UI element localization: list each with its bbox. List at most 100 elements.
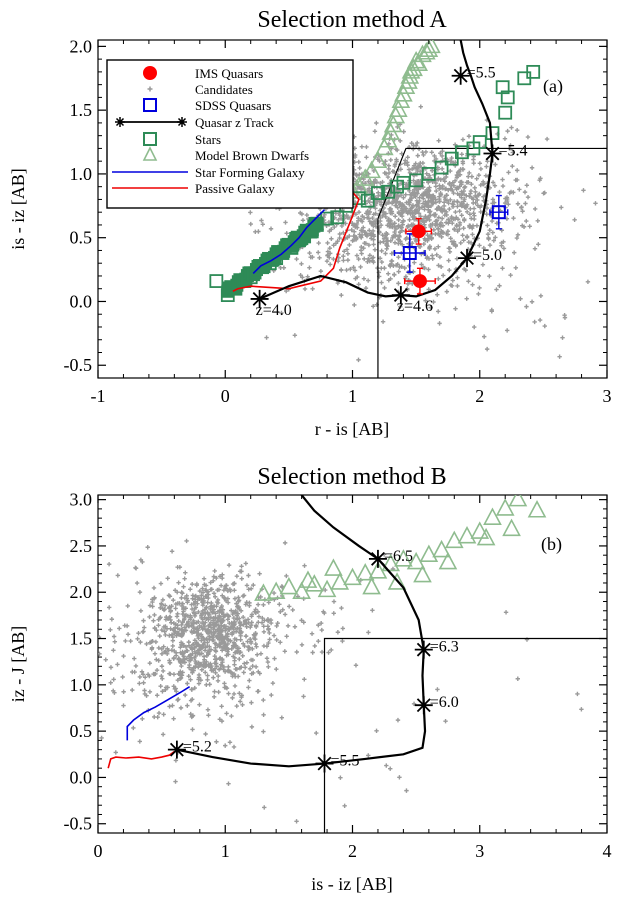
panel-b-candidate-point (235, 674, 241, 679)
panel-a-candidate-point (418, 214, 423, 219)
panel-b-candidate-point (159, 651, 165, 656)
panel-a-candidate-point (477, 161, 483, 166)
panel-a-candidate-point (535, 218, 540, 223)
panel-a-candidate-point (520, 209, 525, 214)
panel-b-candidate-point (178, 675, 184, 681)
panel-b-candidate-point (226, 563, 232, 568)
panel-a-candidate-point (437, 321, 442, 326)
panel-b-candidate-point (137, 681, 142, 686)
panel-b-candidate-point (370, 608, 375, 613)
panel-b-candidate-point (246, 685, 251, 690)
panel-a-candidate-point (391, 199, 396, 204)
panel-b-candidate-point (247, 666, 253, 672)
panel-a-candidate-point (585, 279, 591, 285)
panel-b-candidate-point (188, 587, 193, 592)
panel-a-candidate-point (581, 188, 586, 193)
panel-b-candidate-point (335, 630, 341, 635)
panel-a-candidate-point (532, 246, 538, 251)
panel-a-candidate-point (571, 382, 575, 386)
panel-b-candidate-point (161, 712, 166, 717)
panel-a-candidate-point (424, 171, 429, 176)
panel-a-candidate-point (426, 287, 431, 292)
panel-b-candidate-point (244, 624, 249, 629)
panel-b-candidate-point (131, 725, 136, 731)
panel-a-candidate-point (426, 180, 431, 185)
panel-a-candidate-point (436, 215, 442, 220)
panel-a-candidate-point (399, 151, 404, 156)
panel-a-candidate-point (461, 199, 467, 204)
panel-a-y-tick-label: 2.0 (70, 36, 93, 56)
panel-b-candidate-point (326, 650, 331, 655)
panel-b-candidate-point (207, 637, 212, 642)
panel-b-candidate-point (243, 561, 249, 566)
panel-a-candidate-point (447, 246, 453, 251)
panel-a-candidate-point (327, 251, 333, 256)
panel-a-candidate-point (404, 209, 409, 215)
panel-a-candidate-point (436, 206, 442, 211)
panel-a-candidate-point (459, 182, 464, 187)
panel-a-candidate-point (401, 129, 406, 134)
panel-b-candidate-point (196, 681, 202, 686)
panel-b-candidate-point (206, 617, 211, 622)
panel-a-candidate-point (351, 233, 356, 239)
panel-b-candidate-point (190, 596, 195, 601)
panel-b-candidate-point (190, 727, 195, 732)
panel-a-candidate-point (392, 163, 397, 169)
panel-a-candidate-point (389, 258, 395, 264)
panel-b-candidate-point (141, 680, 146, 685)
panel-a-candidate-point (395, 262, 400, 267)
panel-a-candidate-point (260, 222, 266, 227)
panel-b-candidate-point (212, 689, 217, 694)
panel-b-candidate-point (35, 602, 39, 606)
panel-a-candidate-point (420, 185, 426, 190)
panel-b-candidate-point (152, 625, 157, 631)
panel-b-candidate-point (144, 641, 149, 647)
panel-a-candidate-point (450, 180, 455, 185)
panel-b-candidate-point (157, 633, 162, 639)
panel-b-candidate-point (205, 611, 211, 616)
panel-a-candidate-point (375, 190, 381, 196)
panel-b-candidate-point (339, 605, 344, 611)
panel-b-candidate-point (309, 631, 315, 636)
panel-b-candidate-point (135, 636, 140, 642)
panel-a-candidate-point (369, 220, 374, 226)
panel-b-candidate-point (253, 632, 258, 637)
panel-b-candidate-point (275, 620, 280, 626)
panel-b-candidate-point (211, 574, 217, 579)
panel-a-candidate-point (396, 255, 401, 260)
panel-a-ims-quasar-point (411, 224, 426, 239)
panel-a-candidate-point (437, 186, 442, 191)
panel-a-candidate-point (500, 177, 505, 182)
panel-a-candidate-point (464, 180, 470, 185)
panel-a-candidate-point (395, 237, 401, 242)
panel-b-candidate-point (181, 643, 186, 648)
panel-b-candidate-point (329, 647, 334, 653)
panel-a-brown-dwarf-point (362, 160, 381, 179)
panel-b-candidate-point (266, 664, 271, 670)
panel-b-candidate-point (282, 649, 288, 654)
panel-a-candidate-point (453, 244, 458, 249)
panel-b-candidate-point (282, 540, 288, 546)
panel-a-candidate-point (447, 267, 452, 273)
panel-b-candidate-point (247, 678, 252, 683)
panel-b-candidate-point (171, 684, 176, 689)
panel-a-star-point (500, 90, 515, 105)
panel-b-candidate-point (98, 651, 102, 657)
panel-a-candidate-point (459, 195, 464, 200)
panel-a-candidate-point (411, 143, 416, 148)
panel-a-candidate-point (489, 218, 495, 224)
panel-b-quasar-track-label: =5.5 (331, 753, 360, 770)
panel-b-candidate-point (223, 598, 229, 603)
panel-b-brown-dwarf-point (362, 576, 381, 595)
panel-a-candidate-point (467, 194, 472, 199)
panel-b-candidate-point (338, 775, 343, 780)
panel-a-candidate-point (393, 226, 399, 232)
panel-a-candidate-point (440, 273, 446, 278)
panel-b-brown-dwarf-point (304, 574, 324, 592)
panel-b-candidate-point (272, 656, 277, 661)
panel-b-candidate-point (188, 698, 194, 703)
panel-a-candidate-point (470, 226, 475, 231)
panel-a-candidate-point (429, 150, 434, 155)
panel-b-candidate-point (168, 608, 174, 613)
legend-symbols (112, 66, 188, 189)
